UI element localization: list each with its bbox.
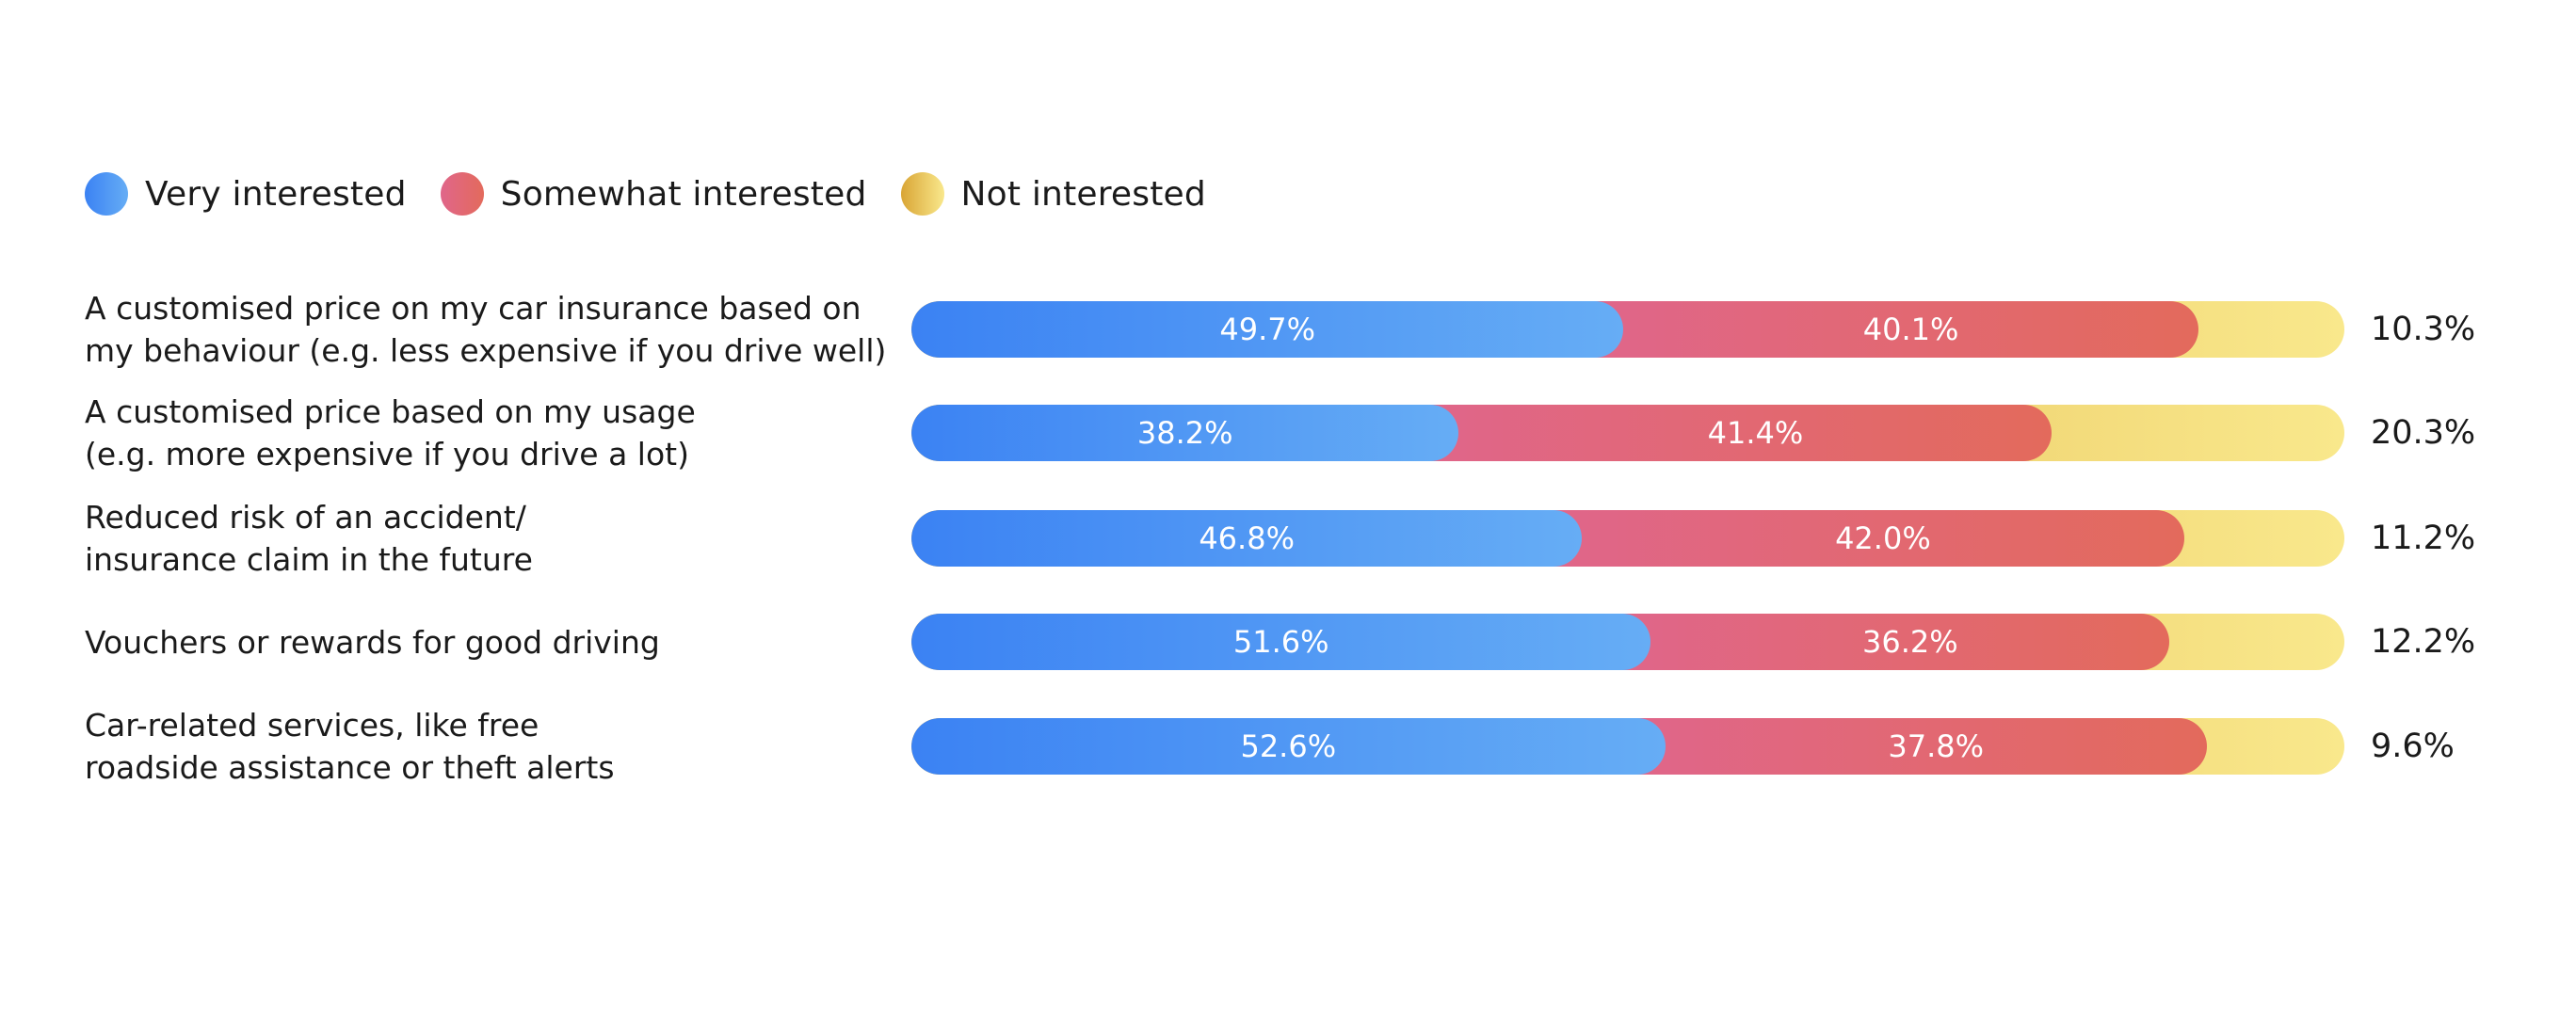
bar-segment-somewhat-interested: 37.8%	[1636, 718, 2207, 775]
legend-swatch-not-interested	[900, 172, 944, 216]
bar-segment-very-interested: 46.8%	[911, 510, 1583, 567]
stacked-bar: 37.8% 52.6%	[911, 718, 2344, 775]
legend-swatch-very-interested	[85, 172, 128, 216]
bar-segment-somewhat-interested: 41.4%	[1430, 405, 2053, 461]
legend: Very interested Somewhat interested Not in…	[85, 169, 1240, 218]
chart-row: Vouchers or rewards for good driving 36.2…	[0, 590, 2576, 694]
bar-segment-very-interested: 38.2%	[911, 405, 1459, 461]
category-label: Car-related services, like free roadside…	[85, 707, 615, 786]
bar-segment-very-interested: 49.7%	[911, 301, 1624, 358]
bar-segment-very-interested: 51.6%	[911, 614, 1651, 670]
stacked-bar: 42.0% 46.8%	[911, 510, 2344, 567]
chart-row: Reduced risk of an accident/ insurance c…	[0, 487, 2576, 590]
not-interested-value: 12.2%	[2371, 623, 2476, 661]
legend-item-very-interested: Very interested	[85, 172, 407, 216]
not-interested-value: 9.6%	[2371, 728, 2455, 765]
legend-item-somewhat-interested: Somewhat interested	[440, 172, 867, 216]
not-interested-value: 20.3%	[2371, 414, 2476, 452]
chart-row: A customised price on my car insurance b…	[0, 278, 2576, 381]
legend-label-somewhat-interested: Somewhat interested	[500, 174, 867, 214]
stacked-bar: 36.2% 51.6%	[911, 614, 2344, 670]
category-label: A customised price based on my usage (e.…	[85, 393, 696, 472]
legend-label-very-interested: Very interested	[145, 174, 407, 214]
not-interested-value: 11.2%	[2371, 520, 2476, 557]
category-label: A customised price on my car insurance b…	[85, 290, 887, 369]
legend-swatch-somewhat-interested	[440, 172, 484, 216]
bar-segment-somewhat-interested: 36.2%	[1622, 614, 2170, 670]
not-interested-value: 10.3%	[2371, 311, 2476, 348]
bar-segment-somewhat-interested: 42.0%	[1554, 510, 2184, 567]
bar-segment-very-interested: 52.6%	[911, 718, 1666, 775]
stacked-bar: 40.1% 49.7%	[911, 301, 2344, 358]
bar-segment-somewhat-interested: 40.1%	[1595, 301, 2198, 358]
stacked-bar: 41.4% 38.2%	[911, 405, 2344, 461]
chart-row: Car-related services, like free roadside…	[0, 695, 2576, 798]
chart-row: A customised price based on my usage (e.…	[0, 381, 2576, 485]
category-label: Vouchers or rewards for good driving	[85, 623, 660, 661]
legend-item-not-interested: Not interested	[900, 172, 1206, 216]
legend-label-not-interested: Not interested	[960, 174, 1206, 214]
category-label: Reduced risk of an accident/ insurance c…	[85, 499, 533, 578]
